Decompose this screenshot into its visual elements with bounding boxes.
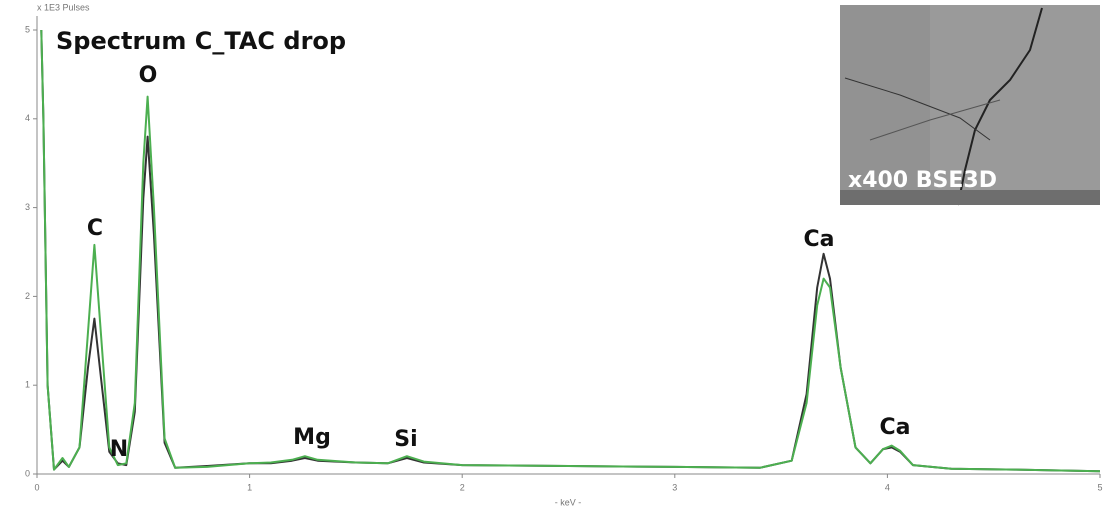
peak-label: Ca	[804, 227, 835, 252]
inset-footer	[840, 190, 1100, 205]
x-tick-label: 3	[672, 482, 677, 492]
peak-label: O	[139, 63, 158, 88]
inset-image: x400 BSE3D	[840, 5, 1100, 206]
y-tick-label: 5	[25, 24, 30, 34]
y-tick-label: 4	[25, 113, 30, 123]
x-tick-label: 4	[885, 482, 890, 492]
y-axis-label: x 1E3 Pulses	[37, 2, 90, 12]
x-tick-label: 0	[34, 482, 39, 492]
inset-shade	[840, 5, 930, 205]
inset-label: x400 BSE3D	[848, 168, 997, 193]
chart-title: Spectrum C_TAC drop	[56, 27, 346, 55]
peak-label: Ca	[880, 415, 911, 440]
x-tick-label: 2	[460, 482, 465, 492]
plot: 0 1 2 3 4 5 0 1 2 3 4 5	[25, 24, 1103, 492]
peak-label: C	[87, 216, 103, 241]
y-tick-label: 1	[25, 380, 30, 390]
peak-label: Si	[394, 427, 417, 452]
y-tick-label: 3	[25, 202, 30, 212]
crack	[957, 7, 1043, 206]
crack	[869, 99, 1001, 141]
peak-label: Mg	[293, 425, 331, 450]
crack	[844, 77, 991, 141]
x-tick-label: 1	[247, 482, 252, 492]
spectrum-line	[40, 29, 1101, 473]
peak-label: N	[110, 437, 128, 462]
x-axis-label: - keV -	[555, 497, 582, 507]
y-tick-label: 0	[25, 468, 30, 478]
y-tick-label: 2	[25, 291, 30, 301]
x-tick-label: 5	[1097, 482, 1102, 492]
